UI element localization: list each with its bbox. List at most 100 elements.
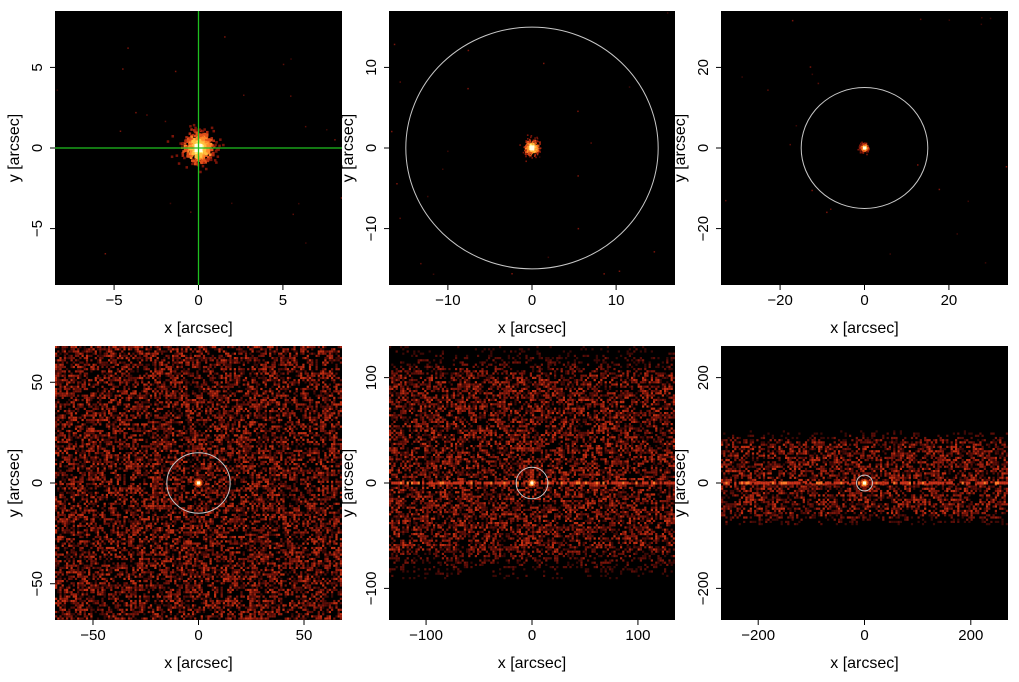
count-pixel [289, 447, 292, 450]
count-pixel [308, 412, 312, 415]
count-pixel [96, 374, 100, 377]
count-pixel [88, 432, 91, 435]
count-pixel [322, 361, 325, 364]
count-pixel [220, 348, 223, 351]
count-pixel [149, 412, 153, 415]
source-pixel [528, 143, 530, 145]
count-pixel [242, 372, 245, 375]
count-pixel [236, 401, 239, 404]
source-pixel [530, 152, 532, 154]
count-pixel [236, 374, 239, 377]
count-pixel [161, 361, 164, 364]
count-pixel [275, 403, 279, 406]
count-pixel [214, 346, 217, 349]
count-pixel [247, 429, 250, 433]
count-pixel [293, 361, 296, 364]
count-pixel [72, 379, 75, 382]
count-pixel [331, 352, 334, 355]
count-pixel [66, 438, 69, 441]
source-pixel [205, 134, 209, 138]
count-pixel [189, 357, 192, 360]
count-pixel [63, 350, 67, 353]
count-pixel [165, 449, 168, 453]
count-pixel [317, 401, 320, 404]
count-pixel [123, 403, 126, 406]
count-pixel [112, 405, 115, 408]
count-pixel [99, 394, 102, 397]
count-pixel [247, 410, 250, 413]
count-pixel [94, 443, 97, 446]
count-pixel [77, 354, 80, 358]
count-pixel [114, 432, 117, 435]
count-pixel [240, 374, 243, 377]
count-pixel [227, 392, 230, 395]
count-pixel [295, 445, 298, 448]
count-pixel [176, 403, 179, 406]
count-pixel [121, 423, 124, 426]
count-pixel [286, 370, 290, 373]
count-pixel [145, 412, 148, 415]
count-pixel [233, 392, 237, 395]
count-pixel [253, 346, 256, 349]
count-pixel [156, 416, 159, 419]
count-pixel [284, 440, 287, 444]
count-pixel [123, 348, 126, 351]
count-pixel [167, 429, 170, 433]
count-pixel [74, 350, 78, 353]
count-pixel [308, 432, 312, 435]
source-pixel [194, 139, 197, 143]
count-pixel [154, 370, 157, 373]
count-pixel [189, 421, 192, 424]
count-pixel [628, 86, 631, 88]
count-pixel [238, 410, 241, 413]
count-pixel [178, 434, 181, 437]
count-pixel [88, 454, 91, 457]
count-pixel [132, 346, 135, 349]
count-pixel [196, 407, 199, 411]
count-pixel [66, 410, 69, 413]
count-pixel [85, 414, 89, 417]
count-pixel [176, 372, 179, 375]
count-pixel [262, 452, 265, 455]
count-pixel [242, 394, 245, 397]
count-pixel [289, 432, 292, 435]
count-pixel [293, 383, 296, 386]
source-pixel [209, 143, 213, 146]
count-pixel [273, 379, 276, 382]
count-pixel [222, 387, 226, 391]
count-pixel [169, 350, 173, 353]
count-pixel [271, 401, 274, 404]
count-pixel [220, 438, 223, 441]
count-pixel [68, 438, 71, 441]
count-pixel [63, 372, 67, 375]
count-pixel [172, 394, 175, 397]
count-pixel [306, 427, 309, 430]
count-pixel [141, 458, 144, 461]
count-pixel [132, 383, 135, 386]
count-pixel [156, 383, 159, 386]
count-pixel [130, 379, 133, 382]
count-pixel [266, 449, 270, 453]
count-pixel [61, 454, 64, 457]
count-pixel [220, 432, 223, 435]
count-pixel [214, 434, 217, 437]
count-pixel [293, 357, 296, 360]
source-pixel [212, 153, 215, 157]
count-pixel [302, 425, 305, 428]
count-pixel [194, 445, 197, 448]
source-pixel [195, 155, 199, 159]
count-pixel [326, 403, 329, 406]
count-pixel [70, 381, 73, 384]
count-pixel [83, 454, 86, 457]
count-pixel [189, 429, 192, 433]
count-pixel [149, 346, 153, 349]
source-pixel [537, 145, 540, 147]
count-pixel [198, 412, 201, 415]
count-pixel [96, 449, 100, 453]
count-pixel [227, 346, 230, 349]
count-pixel [90, 440, 93, 444]
count-pixel [216, 440, 219, 444]
count-pixel [70, 385, 73, 388]
count-pixel [127, 357, 131, 360]
count-pixel [337, 421, 340, 424]
